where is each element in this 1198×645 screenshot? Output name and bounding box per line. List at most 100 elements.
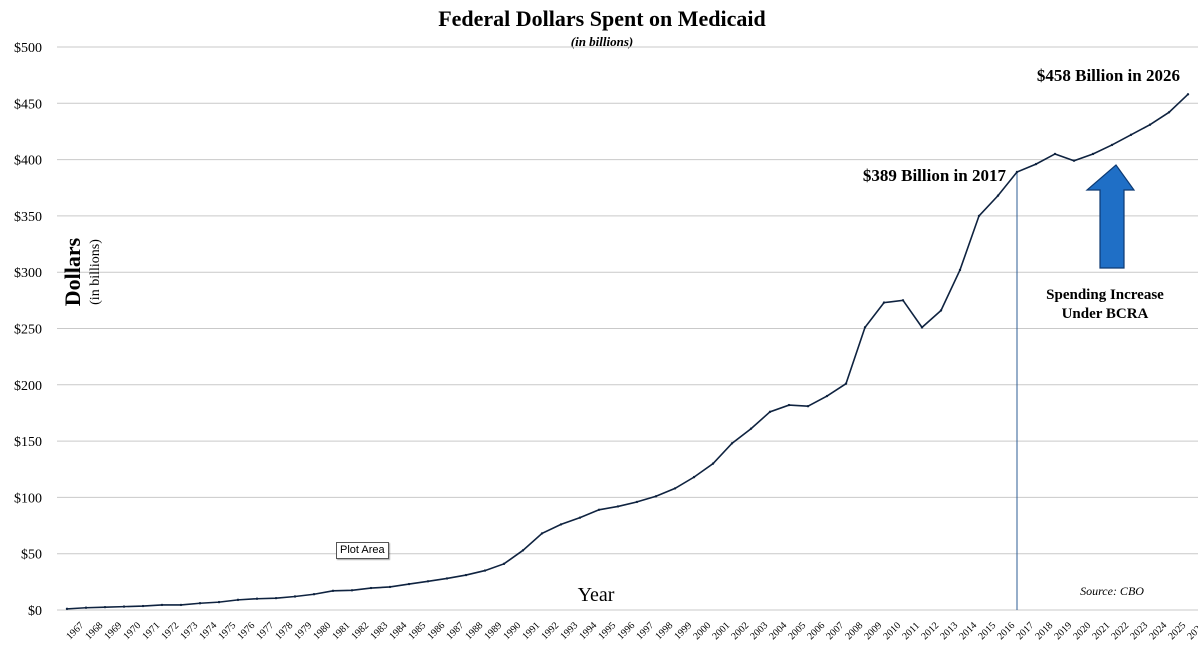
x-tick-label: 1979 — [292, 620, 314, 642]
x-tick-label: 1968 — [83, 620, 105, 642]
x-tick-label: 1993 — [558, 620, 580, 642]
data-point — [692, 475, 696, 479]
annotation-2017: $389 Billion in 2017 — [863, 166, 1007, 185]
y-tick-label: $350 — [14, 210, 42, 225]
data-point — [426, 580, 430, 583]
data-point — [996, 194, 1000, 197]
chart-title: Federal Dollars Spent on Medicaid — [438, 6, 766, 31]
x-tick-label: 1992 — [539, 620, 561, 642]
x-tick-label: 2000 — [691, 620, 713, 642]
data-point — [236, 598, 240, 602]
annotation-2026: $458 Billion in 2026 — [1037, 66, 1180, 85]
x-tick-label: 1973 — [178, 620, 200, 642]
x-tick-label: 1972 — [159, 620, 181, 642]
gridlines — [57, 46, 1198, 611]
data-point — [540, 532, 544, 535]
data-point — [502, 562, 506, 566]
x-tick-label: 2024 — [1147, 620, 1169, 642]
y-axis-sublabel: (in billions) — [88, 239, 103, 305]
y-axis-label: Dollars — [60, 237, 85, 306]
data-point — [1110, 143, 1114, 147]
data-point — [844, 382, 848, 385]
data-point — [369, 586, 373, 590]
data-point — [350, 589, 354, 592]
data-point — [312, 593, 316, 596]
data-point — [483, 569, 487, 572]
x-tick-label: 2005 — [786, 620, 808, 642]
y-tick-label: $500 — [14, 41, 42, 56]
x-tick-label: 1996 — [615, 620, 637, 642]
x-tick-label: 2014 — [957, 620, 979, 642]
x-tick-label: 2017 — [1014, 620, 1036, 642]
x-tick-label: 1990 — [501, 620, 523, 642]
x-tick-label: 2011 — [900, 620, 922, 642]
data-point — [863, 326, 867, 329]
x-tick-label: 1997 — [634, 620, 656, 642]
x-tick-label: 1967 — [64, 620, 86, 642]
data-point — [1034, 162, 1038, 166]
data-point — [730, 442, 734, 445]
x-axis-ticks: 1967196819691970197119721973197419751976… — [64, 620, 1198, 642]
y-tick-label: $400 — [14, 154, 42, 169]
x-tick-label: 1975 — [216, 620, 238, 642]
y-axis-ticks: $0 $50 $100 $150 $200 $250 $300 $350 $400 $450 $50… — [14, 41, 42, 619]
series-line-medicaid — [66, 93, 1189, 610]
data-point — [388, 585, 392, 589]
data-point — [806, 404, 810, 408]
x-tick-label: 1988 — [463, 620, 485, 642]
data-point — [293, 595, 297, 598]
x-tick-label: 2020 — [1071, 620, 1093, 642]
data-point — [445, 577, 449, 580]
data-point — [217, 600, 221, 604]
data-point — [255, 597, 259, 600]
x-tick-label: 2003 — [748, 620, 770, 642]
annotation-bcra-line2: Under BCRA — [1062, 306, 1149, 322]
x-tick-label: 1985 — [406, 620, 428, 642]
x-tick-label: 2023 — [1128, 620, 1150, 642]
data-point — [198, 602, 202, 605]
data-point — [1053, 152, 1057, 156]
x-tick-label: 1977 — [254, 620, 276, 642]
x-tick-label: 2006 — [805, 620, 827, 642]
data-point — [1186, 93, 1190, 96]
data-point — [578, 516, 582, 519]
data-point — [122, 605, 126, 608]
x-tick-label: 2021 — [1090, 620, 1112, 642]
x-axis-label: Year — [578, 584, 615, 606]
x-tick-label: 1983 — [368, 620, 390, 642]
x-tick-label: 1995 — [596, 620, 618, 642]
x-tick-label: 2018 — [1033, 620, 1055, 642]
y-tick-label: $300 — [14, 266, 42, 281]
x-tick-label: 2013 — [938, 620, 960, 642]
y-tick-label: $450 — [14, 97, 42, 112]
x-tick-label: 1969 — [102, 620, 124, 642]
data-point — [84, 606, 88, 609]
y-tick-label: $200 — [14, 379, 42, 394]
data-point — [179, 603, 183, 607]
x-tick-label: 2009 — [862, 620, 884, 642]
y-tick-label: $50 — [21, 548, 42, 563]
data-point — [1148, 123, 1152, 126]
data-point — [407, 582, 411, 586]
x-tick-label: 2026 — [1185, 620, 1198, 642]
data-point — [616, 505, 620, 508]
data-point — [673, 487, 677, 490]
x-tick-label: 1976 — [235, 620, 257, 642]
data-point — [958, 268, 962, 272]
data-point — [711, 462, 715, 465]
data-point — [768, 410, 772, 414]
data-point — [464, 573, 468, 577]
data-point — [331, 589, 335, 593]
plot-area-tooltip: Plot Area — [336, 542, 389, 559]
x-tick-label: 2008 — [843, 620, 865, 642]
data-point — [939, 309, 943, 312]
annotation-bcra-line1: Spending Increase — [1046, 287, 1164, 303]
data-point — [1129, 133, 1133, 137]
x-tick-label: 2025 — [1166, 620, 1188, 642]
x-tick-label: 1971 — [140, 620, 162, 642]
series-points — [65, 93, 1190, 611]
data-point — [1015, 170, 1019, 174]
data-point — [654, 495, 658, 498]
data-point — [825, 394, 829, 398]
data-point — [787, 403, 791, 407]
